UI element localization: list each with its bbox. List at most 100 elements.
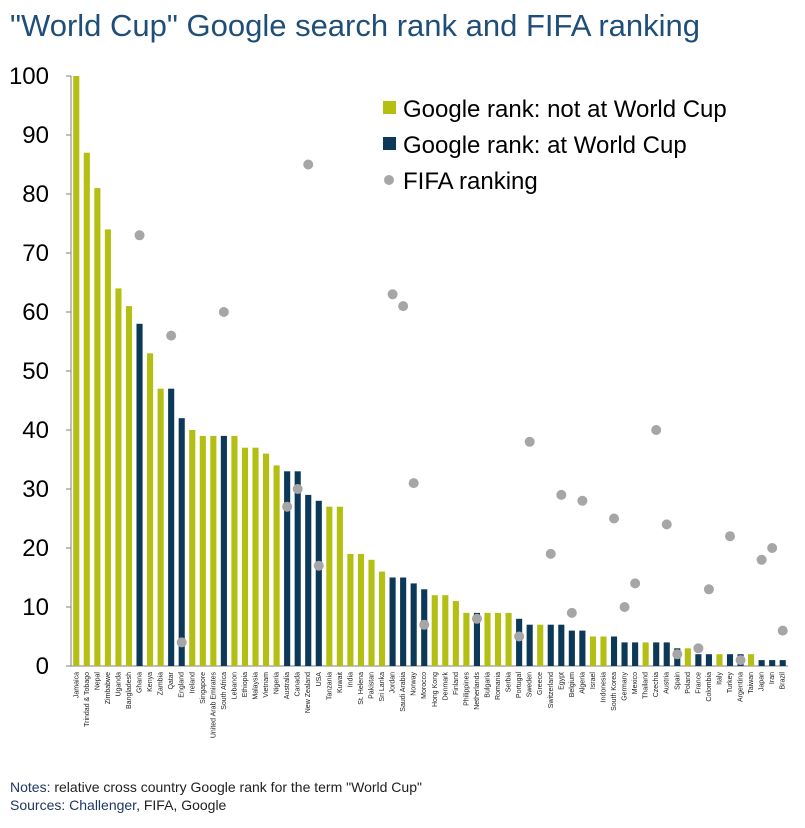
x-tick-label: Colombia: [706, 672, 713, 702]
x-tick-label: Ethiopia: [242, 672, 249, 697]
x-tick-label: Australia: [284, 672, 291, 699]
fifa-point: [703, 584, 714, 595]
x-tick-label: Jordan: [390, 672, 397, 694]
y-tick-label: 40: [22, 417, 49, 444]
bar: [505, 612, 512, 666]
x-tick-label: Philippines: [463, 672, 470, 706]
fifa-point: [767, 543, 778, 553]
x-tick-label: Taiwan: [748, 672, 755, 694]
x-tick-label: New Zealand: [305, 672, 312, 713]
bar: [526, 624, 533, 666]
fifa-point: [166, 330, 177, 341]
fifa-point: [514, 631, 525, 642]
fifa-point: [619, 602, 630, 612]
bar: [220, 435, 227, 666]
x-tick-label: Kuwait: [337, 672, 344, 693]
x-tick-label: Thailand: [643, 672, 650, 699]
bar: [368, 559, 375, 666]
y-tick-label: 70: [22, 240, 49, 267]
bar: [442, 595, 449, 666]
bar: [779, 660, 786, 666]
bar: [663, 642, 670, 666]
chart-title: "World Cup" Google search rank and FIFA …: [10, 8, 701, 43]
bar: [357, 553, 365, 666]
legend-label-not_at_world_cup: Google rank: not at World Cup: [403, 96, 727, 123]
x-tick-label: Czechia: [653, 672, 660, 697]
notes-line: Notes: relative cross country Google ran…: [10, 778, 422, 796]
x-tick-label: St. Helena: [358, 672, 365, 705]
bar: [210, 435, 217, 666]
bar: [178, 418, 185, 666]
bar: [484, 612, 491, 666]
legend-marker-not_at_world_cup: [383, 101, 396, 114]
fifa-point: [556, 489, 567, 500]
x-tick-label: France: [695, 672, 702, 694]
bar: [168, 388, 175, 666]
bar: [104, 229, 111, 666]
sources-text: , FIFA, Google: [136, 797, 227, 813]
bar: [157, 388, 164, 666]
x-tick-label: Spain: [674, 672, 681, 690]
bar: [263, 453, 270, 666]
bar: [695, 654, 702, 666]
x-tick-label: South Africa: [221, 672, 228, 710]
bar: [589, 636, 596, 666]
bar: [748, 654, 755, 666]
bar: [305, 494, 312, 666]
x-tick-label: United Arab Emirates: [210, 672, 217, 739]
y-tick-label: 60: [22, 299, 49, 326]
x-tick-label: Zimbabwe: [105, 672, 112, 704]
x-tick-label: India: [347, 672, 354, 687]
legend-marker-at_world_cup: [383, 137, 396, 150]
fifa-point: [756, 554, 767, 565]
x-tick-label: Japan: [759, 672, 766, 691]
x-tick-label: Italy: [716, 672, 723, 685]
bar: [147, 353, 154, 666]
x-tick-label: Norway: [411, 672, 418, 696]
bar: [547, 624, 554, 666]
bar: [600, 636, 607, 666]
x-tick-label: Tanzania: [326, 672, 333, 700]
x-tick-label: Iran: [769, 672, 776, 684]
fifa-point: [313, 560, 324, 571]
bar: [231, 435, 238, 666]
bar: [579, 630, 586, 666]
x-tick-label: Israel: [590, 672, 597, 690]
bar: [610, 636, 618, 666]
bar: [273, 465, 280, 666]
bar: [136, 323, 143, 666]
x-tick-label: Kenya: [147, 672, 154, 692]
bar: [558, 624, 565, 666]
fifa-point: [134, 230, 145, 241]
x-tick-label: Ireland: [189, 672, 196, 694]
bar: [769, 660, 776, 666]
bar: [284, 471, 291, 666]
bar: [537, 624, 544, 666]
x-tick-label: Nepal: [94, 672, 101, 691]
bar: [494, 612, 502, 666]
x-tick-label: Netherlands: [474, 672, 481, 710]
x-tick-label: Portugal: [516, 672, 523, 699]
x-tick-label: Serbia: [506, 672, 513, 692]
x-tick-label: Trindad & Tobago: [84, 672, 91, 727]
x-tick-label: Hong Kong: [432, 672, 439, 707]
x-tick-label: Denmark: [442, 672, 449, 701]
x-tick-label: Indonesia: [600, 672, 607, 702]
bar: [632, 642, 639, 666]
fifa-point: [471, 613, 482, 624]
x-tick-label: Romania: [495, 672, 502, 700]
fifa-point: [777, 625, 788, 636]
x-tick-label: Poland: [685, 672, 692, 694]
notes-label: Notes:: [10, 779, 51, 795]
fifa-point: [725, 531, 736, 542]
bar: [315, 500, 322, 666]
bar: [336, 506, 343, 666]
x-tick-label: Qatar: [168, 671, 175, 689]
fifa-point: [630, 578, 641, 589]
fifa-point: [545, 548, 556, 559]
x-tick-label: Austria: [664, 672, 671, 694]
fifa-point: [282, 501, 293, 512]
chart-notes: Notes: relative cross country Google ran…: [10, 778, 422, 814]
fifa-point: [609, 513, 620, 524]
y-tick-label: 10: [22, 594, 49, 621]
